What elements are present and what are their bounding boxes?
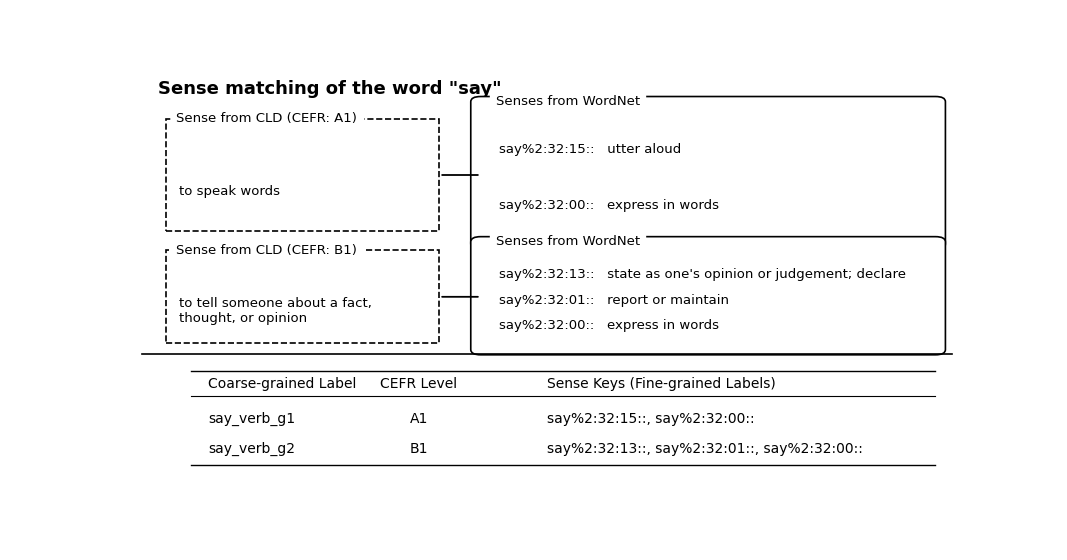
FancyBboxPatch shape bbox=[471, 237, 945, 355]
Text: to speak words: to speak words bbox=[179, 185, 280, 198]
Text: say%2:32:00::   express in words: say%2:32:00:: express in words bbox=[499, 199, 719, 212]
Text: Sense matching of the word "say": Sense matching of the word "say" bbox=[158, 80, 501, 98]
Text: B1: B1 bbox=[410, 442, 428, 456]
Text: Sense from CLD (CEFR: A1): Sense from CLD (CEFR: A1) bbox=[176, 113, 357, 125]
Text: Coarse-grained Label: Coarse-grained Label bbox=[208, 377, 356, 391]
Text: A1: A1 bbox=[410, 412, 428, 426]
Text: CEFR Level: CEFR Level bbox=[380, 377, 458, 391]
Text: say_verb_g2: say_verb_g2 bbox=[208, 442, 294, 456]
Text: say%2:32:13::   state as one's opinion or judgement; declare: say%2:32:13:: state as one's opinion or … bbox=[499, 268, 906, 281]
Text: Senses from WordNet: Senses from WordNet bbox=[495, 235, 640, 248]
Text: say%2:32:00::   express in words: say%2:32:00:: express in words bbox=[499, 319, 719, 333]
Text: say%2:32:15::   utter aloud: say%2:32:15:: utter aloud bbox=[499, 143, 681, 156]
FancyBboxPatch shape bbox=[471, 96, 945, 249]
Text: say_verb_g1: say_verb_g1 bbox=[208, 412, 294, 426]
Bar bbox=[166, 250, 440, 343]
Text: say%2:32:13::, say%2:32:01::, say%2:32:00::: say%2:32:13::, say%2:32:01::, say%2:32:0… bbox=[547, 442, 863, 456]
Text: say%2:32:15::, say%2:32:00::: say%2:32:15::, say%2:32:00:: bbox=[547, 412, 754, 426]
Text: Sense Keys (Fine-grained Labels): Sense Keys (Fine-grained Labels) bbox=[547, 377, 776, 391]
Text: to tell someone about a fact,
thought, or opinion: to tell someone about a fact, thought, o… bbox=[179, 297, 371, 325]
Text: say%2:32:01::   report or maintain: say%2:32:01:: report or maintain bbox=[499, 293, 729, 306]
Bar bbox=[166, 119, 440, 231]
Text: Sense from CLD (CEFR: B1): Sense from CLD (CEFR: B1) bbox=[176, 244, 357, 257]
Text: Senses from WordNet: Senses from WordNet bbox=[495, 95, 640, 108]
